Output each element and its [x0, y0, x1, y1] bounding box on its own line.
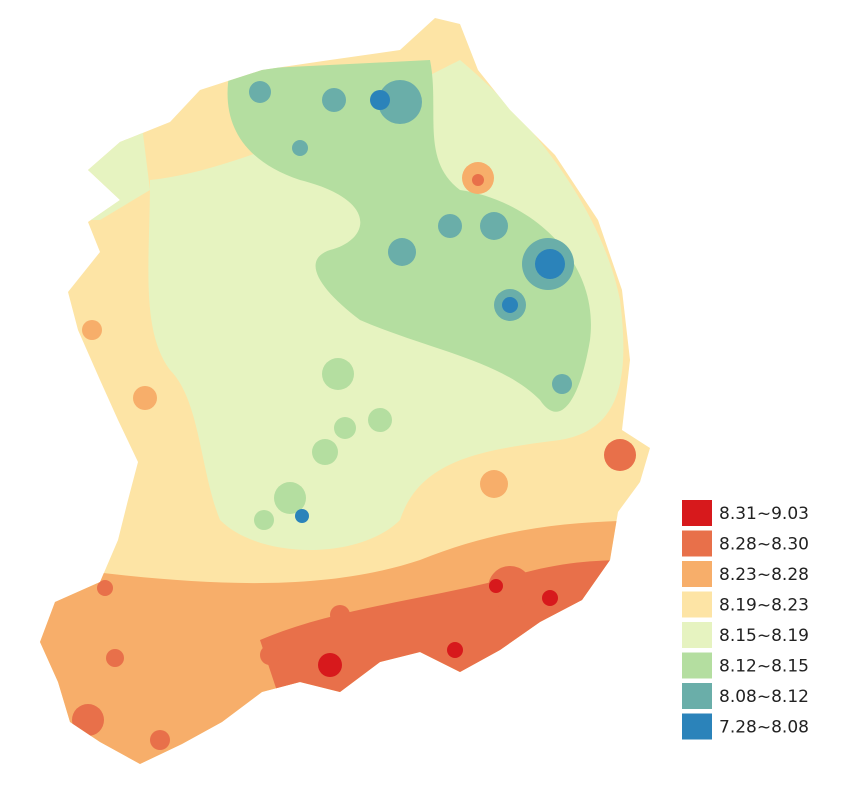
spot — [312, 439, 338, 465]
spot — [274, 482, 306, 514]
region-green — [227, 60, 591, 412]
map-regions — [40, 18, 650, 764]
spot — [330, 605, 350, 625]
legend-label: 8.19~8.23 — [719, 596, 809, 616]
spot — [133, 386, 157, 410]
spot — [334, 417, 356, 439]
spot — [368, 408, 392, 432]
spot — [489, 579, 503, 593]
legend-swatch — [682, 622, 712, 648]
spot — [552, 374, 572, 394]
legend-swatch — [682, 530, 712, 557]
spot — [438, 214, 462, 238]
spot — [318, 653, 342, 677]
spot — [388, 238, 416, 266]
legend-swatch — [682, 500, 712, 526]
spot — [370, 90, 390, 110]
spot — [472, 174, 484, 186]
spot — [97, 580, 113, 596]
spot — [292, 140, 308, 156]
legend-swatch — [682, 561, 712, 587]
spot — [82, 320, 102, 340]
legend-label: 8.31~9.03 — [719, 504, 809, 524]
spot — [604, 439, 636, 471]
spot — [488, 566, 532, 610]
spot — [502, 297, 518, 313]
spot — [535, 249, 565, 279]
spot — [480, 212, 508, 240]
spot — [150, 730, 170, 750]
legend-label: 8.23~8.28 — [719, 565, 809, 585]
spot — [447, 642, 463, 658]
spot — [378, 80, 422, 124]
legend-swatch — [682, 652, 712, 679]
legend-label: 7.28~8.08 — [719, 718, 809, 738]
spot — [260, 645, 280, 665]
spot — [72, 704, 104, 736]
legend-swatch — [682, 683, 712, 709]
legend-label: 8.08~8.12 — [719, 687, 809, 707]
spot — [322, 88, 346, 112]
legend-label: 8.15~8.19 — [719, 626, 809, 646]
legend: 8.31~9.03 8.28~8.30 8.23~8.28 8.19~8.23 8.15… — [682, 500, 809, 740]
spot — [322, 358, 354, 390]
spot — [249, 81, 271, 103]
spot — [254, 510, 274, 530]
spot — [542, 590, 558, 606]
legend-swatch — [682, 591, 712, 618]
spot — [106, 649, 124, 667]
region-northwest — [40, 110, 150, 220]
legend-label: 8.28~8.30 — [719, 535, 809, 555]
legend-label: 8.12~8.15 — [719, 657, 809, 677]
spot — [295, 509, 309, 523]
spot — [480, 470, 508, 498]
legend-swatch — [682, 713, 712, 740]
